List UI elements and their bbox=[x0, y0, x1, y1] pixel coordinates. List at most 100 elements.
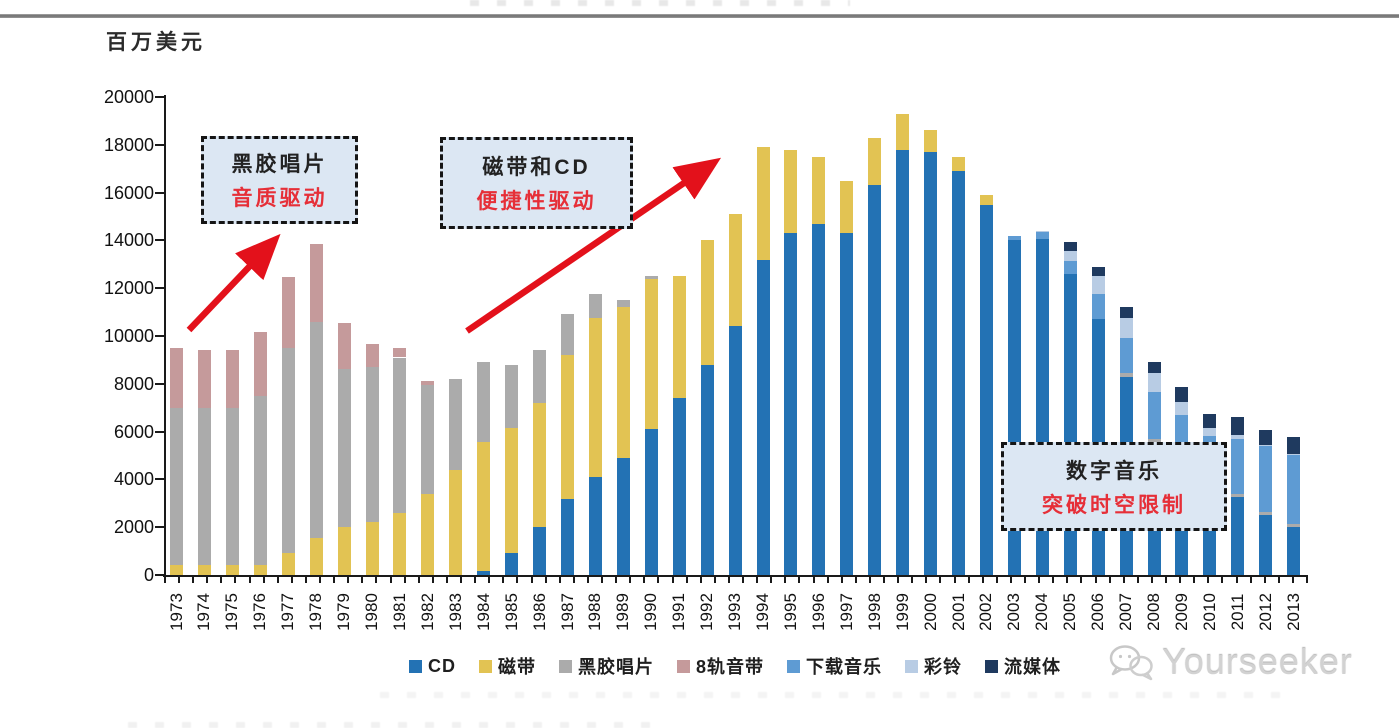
bar-segment-CD-1994 bbox=[756, 259, 770, 575]
legend-label-下载音乐: 下载音乐 bbox=[806, 657, 882, 677]
x-axis-tick bbox=[234, 577, 237, 583]
x-axis-tick bbox=[361, 577, 364, 583]
x-axis-label-1990: 1990 bbox=[641, 593, 661, 631]
annotation-digital-title: 数字音乐 bbox=[1066, 459, 1162, 483]
bar-segment-磁带-1977 bbox=[281, 553, 295, 575]
x-axis-tick bbox=[417, 577, 420, 583]
bar-segment-磁带-1999 bbox=[896, 113, 910, 150]
x-axis-tick bbox=[1263, 577, 1266, 583]
x-axis-tick bbox=[1221, 577, 1224, 583]
annotation-cassette-cd-title: 磁带和CD bbox=[482, 156, 591, 179]
legend-swatch-流媒体 bbox=[985, 659, 998, 673]
y-axis-tick bbox=[155, 191, 164, 194]
x-axis-tick bbox=[431, 577, 434, 583]
bar-segment-黑胶唱片-1978 bbox=[309, 321, 323, 538]
bar-segment-磁带-1992 bbox=[700, 240, 714, 365]
x-axis-tick bbox=[403, 577, 406, 583]
x-axis-label-2003: 2003 bbox=[1004, 593, 1024, 631]
x-axis-label-1979: 1979 bbox=[334, 593, 354, 631]
bar-segment-彩铃-2007 bbox=[1119, 318, 1133, 339]
x-axis-tick bbox=[375, 577, 378, 583]
x-axis-tick bbox=[488, 577, 491, 583]
bar-segment-CD-1996 bbox=[812, 223, 826, 575]
x-axis-label-1987: 1987 bbox=[557, 593, 577, 631]
bar-segment-8轨音带-1974 bbox=[197, 350, 211, 408]
x-axis-label-1996: 1996 bbox=[808, 593, 828, 631]
bar-segment-下载音乐-2012 bbox=[1259, 446, 1273, 513]
annotation-vinyl-subtitle: 音质驱动 bbox=[231, 187, 328, 210]
y-axis-tick-label: 12000 bbox=[103, 278, 154, 299]
bar-segment-黑胶唱片-2013 bbox=[1287, 524, 1301, 528]
x-axis-tick bbox=[220, 577, 223, 583]
bar-segment-CD-1986 bbox=[533, 527, 547, 575]
x-axis-label-1991: 1991 bbox=[669, 593, 689, 631]
bar-segment-黑胶唱片-1979 bbox=[337, 369, 351, 528]
x-axis-label-1981: 1981 bbox=[389, 593, 409, 631]
bar-segment-流媒体-2013 bbox=[1287, 437, 1301, 454]
x-axis-line bbox=[163, 575, 1308, 577]
bar-segment-黑胶唱片-2012 bbox=[1259, 512, 1273, 516]
x-axis-tick bbox=[248, 577, 251, 583]
y-axis-tick-label: 16000 bbox=[103, 182, 154, 203]
x-axis-tick bbox=[727, 577, 730, 583]
bar-segment-黑胶唱片-1976 bbox=[253, 395, 267, 566]
bar-segment-黑胶唱片-1974 bbox=[197, 407, 211, 566]
bar-segment-黑胶唱片-1990 bbox=[644, 276, 658, 279]
x-axis-label-1988: 1988 bbox=[585, 593, 605, 631]
x-axis-label-2000: 2000 bbox=[920, 593, 940, 631]
y-axis-tick-label: 8000 bbox=[113, 373, 154, 394]
bar-segment-流媒体-2008 bbox=[1147, 362, 1161, 374]
bar-segment-磁带-1995 bbox=[784, 149, 798, 234]
y-axis-tick bbox=[155, 335, 164, 337]
bar-segment-磁带-1998 bbox=[868, 137, 882, 186]
bar-segment-CD-2002 bbox=[979, 204, 993, 575]
cropped-text-artifact-bottom-2 bbox=[128, 722, 658, 728]
y-axis-tick bbox=[155, 143, 164, 146]
bar-segment-8轨音带-1976 bbox=[253, 332, 267, 396]
legend-swatch-黑胶唱片 bbox=[558, 659, 572, 673]
legend-swatch-下载音乐 bbox=[787, 659, 800, 673]
x-axis-label-1976: 1976 bbox=[250, 593, 270, 631]
x-axis-tick bbox=[192, 577, 195, 583]
x-axis-tick bbox=[756, 577, 759, 583]
bar-segment-彩铃-2011 bbox=[1231, 435, 1245, 439]
bar-segment-黑胶唱片-1982 bbox=[421, 384, 435, 494]
bar-segment-下载音乐-2006 bbox=[1091, 294, 1105, 320]
bar-segment-8轨音带-1980 bbox=[365, 344, 379, 368]
x-axis-tick bbox=[981, 577, 984, 583]
legend-item-流媒体: 流媒体 bbox=[985, 653, 1061, 679]
legend-swatch-磁带 bbox=[478, 659, 492, 673]
annotation-cassette-cd-subtitle: 便捷性驱动 bbox=[476, 190, 597, 213]
bar-segment-下载音乐-2007 bbox=[1119, 338, 1133, 374]
bar-segment-CD-1989 bbox=[616, 457, 630, 575]
x-axis-label-1997: 1997 bbox=[836, 593, 856, 631]
bar-segment-彩铃-2005 bbox=[1063, 250, 1077, 261]
x-axis-tick bbox=[699, 577, 702, 583]
x-axis-label-2012: 2012 bbox=[1255, 593, 1275, 631]
bar-segment-磁带-1996 bbox=[812, 156, 826, 224]
x-axis-tick bbox=[897, 577, 900, 583]
bar-segment-磁带-1981 bbox=[393, 512, 407, 575]
x-axis-label-1994: 1994 bbox=[753, 593, 773, 631]
x-axis-tick bbox=[1249, 577, 1252, 583]
bar-segment-磁带-1975 bbox=[225, 565, 239, 575]
bar-segment-黑胶唱片-1984 bbox=[477, 362, 491, 443]
x-axis-tick bbox=[826, 577, 829, 583]
x-axis-label-1975: 1975 bbox=[222, 593, 242, 631]
x-axis-label-1999: 1999 bbox=[892, 593, 912, 631]
legend-label-8轨音带: 8轨音带 bbox=[695, 657, 764, 677]
x-axis-tick bbox=[1291, 577, 1294, 583]
x-axis-label-1983: 1983 bbox=[445, 593, 465, 631]
x-axis-tick bbox=[290, 577, 293, 583]
bar-segment-CD-1997 bbox=[840, 233, 854, 575]
legend-item-磁带: 磁带 bbox=[478, 653, 536, 679]
x-axis-tick bbox=[925, 577, 928, 583]
x-axis-tick bbox=[1009, 577, 1012, 583]
bar-segment-磁带-1976 bbox=[253, 565, 267, 575]
bar-segment-下载音乐-2005 bbox=[1063, 260, 1077, 274]
bar-segment-彩铃-2013 bbox=[1287, 453, 1301, 455]
x-axis-tick bbox=[1024, 577, 1027, 583]
bar-segment-CD-1993 bbox=[728, 326, 742, 575]
bar-segment-CD-1992 bbox=[700, 364, 714, 575]
